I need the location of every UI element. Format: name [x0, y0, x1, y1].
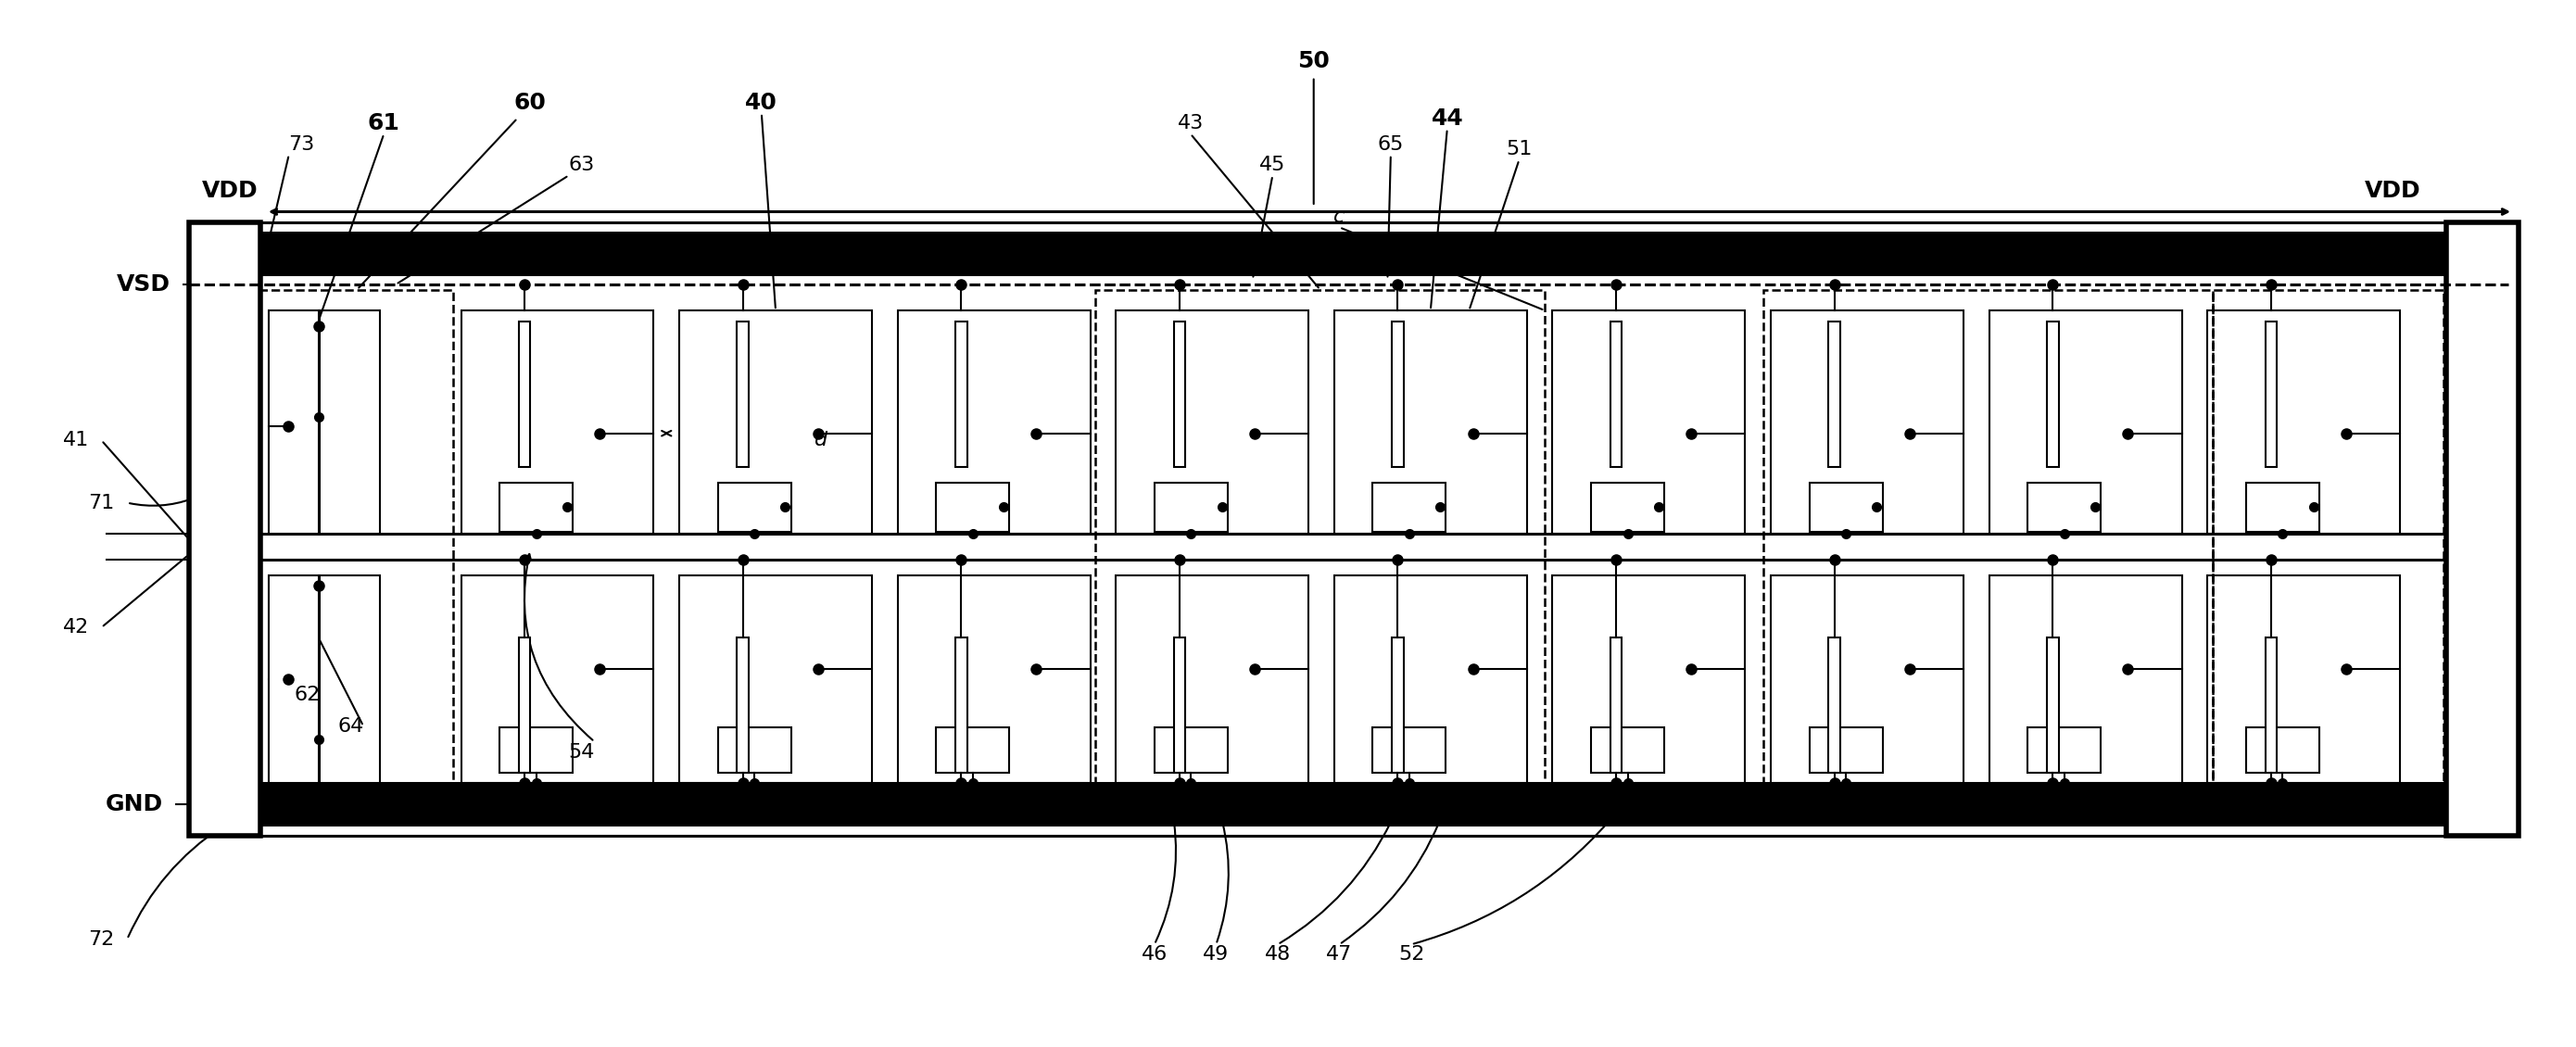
- Text: 72: 72: [88, 930, 113, 949]
- Text: 71: 71: [88, 493, 113, 512]
- Bar: [500, 728, 572, 773]
- Text: d: d: [814, 431, 827, 449]
- Bar: [1095, 290, 1546, 820]
- Bar: [2213, 290, 2445, 820]
- Bar: [719, 483, 791, 532]
- Bar: [1391, 638, 1404, 773]
- Bar: [2246, 483, 2318, 532]
- Text: 42: 42: [62, 618, 88, 637]
- Text: 63: 63: [569, 156, 595, 174]
- Text: 51: 51: [1507, 140, 1533, 159]
- Text: GND: GND: [106, 793, 162, 816]
- Text: 73: 73: [289, 135, 314, 154]
- Text: 40: 40: [744, 91, 778, 114]
- Text: 48: 48: [1265, 945, 1291, 964]
- Bar: [1373, 728, 1445, 773]
- Bar: [1154, 728, 1229, 773]
- Bar: [1592, 728, 1664, 773]
- Bar: [1175, 638, 1185, 773]
- Bar: [1115, 311, 1309, 534]
- Bar: [719, 728, 791, 773]
- Bar: [956, 321, 966, 467]
- Bar: [1829, 321, 1839, 467]
- Text: 54: 54: [569, 743, 595, 761]
- Text: VSD: VSD: [116, 273, 170, 295]
- Bar: [1391, 321, 1404, 467]
- Bar: [1553, 311, 1744, 534]
- Bar: [1334, 311, 1528, 534]
- Bar: [188, 232, 2509, 274]
- Bar: [935, 483, 1010, 532]
- Bar: [737, 638, 750, 773]
- Text: 43: 43: [1177, 114, 1203, 133]
- Bar: [188, 783, 2509, 825]
- Text: 62: 62: [294, 686, 319, 705]
- Text: VDD: VDD: [201, 180, 258, 202]
- Text: 41: 41: [62, 431, 88, 449]
- Text: 60: 60: [515, 91, 546, 114]
- Bar: [956, 638, 966, 773]
- Bar: [1115, 576, 1309, 783]
- Bar: [680, 311, 871, 534]
- Bar: [1770, 576, 1963, 783]
- Text: 45: 45: [1260, 156, 1285, 174]
- Bar: [896, 576, 1090, 783]
- Bar: [2264, 638, 2277, 773]
- Text: 46: 46: [1141, 945, 1167, 964]
- Bar: [1592, 483, 1664, 532]
- Bar: [1762, 290, 2213, 820]
- Bar: [268, 311, 379, 534]
- Text: VDD: VDD: [2365, 180, 2421, 202]
- Bar: [2027, 483, 2102, 532]
- Bar: [2208, 311, 2401, 534]
- Bar: [1334, 576, 1528, 783]
- Bar: [1373, 483, 1445, 532]
- Bar: [188, 222, 2519, 836]
- Bar: [1175, 321, 1185, 467]
- Bar: [1808, 728, 1883, 773]
- Bar: [260, 290, 453, 820]
- Bar: [1808, 483, 1883, 532]
- Text: 65: 65: [1378, 135, 1404, 154]
- Text: 52: 52: [1399, 945, 1425, 964]
- Text: 64: 64: [337, 717, 363, 735]
- Bar: [935, 728, 1010, 773]
- Text: 61: 61: [368, 112, 399, 134]
- Bar: [2264, 321, 2277, 467]
- Bar: [1154, 483, 1229, 532]
- Bar: [2048, 638, 2058, 773]
- Bar: [737, 321, 750, 467]
- Bar: [188, 222, 260, 836]
- Bar: [268, 576, 379, 783]
- Bar: [1610, 321, 1623, 467]
- Bar: [1989, 576, 2182, 783]
- Text: 44: 44: [1432, 107, 1463, 129]
- Bar: [1989, 311, 2182, 534]
- Bar: [2027, 728, 2102, 773]
- Bar: [1553, 576, 1744, 783]
- Bar: [2048, 321, 2058, 467]
- Bar: [518, 638, 531, 773]
- Bar: [301, 700, 335, 757]
- Text: 47: 47: [1327, 945, 1352, 964]
- Bar: [461, 576, 654, 783]
- Bar: [680, 576, 871, 783]
- Bar: [2447, 222, 2519, 836]
- Bar: [301, 378, 335, 436]
- Bar: [500, 483, 572, 532]
- Bar: [461, 311, 654, 534]
- Bar: [1610, 638, 1623, 773]
- Bar: [1770, 311, 1963, 534]
- Bar: [518, 321, 531, 467]
- Text: 49: 49: [1203, 945, 1229, 964]
- Bar: [896, 311, 1090, 534]
- Text: 50: 50: [1298, 50, 1329, 72]
- Bar: [2246, 728, 2318, 773]
- Text: c: c: [1334, 207, 1345, 226]
- Bar: [2208, 576, 2401, 783]
- Bar: [1829, 638, 1839, 773]
